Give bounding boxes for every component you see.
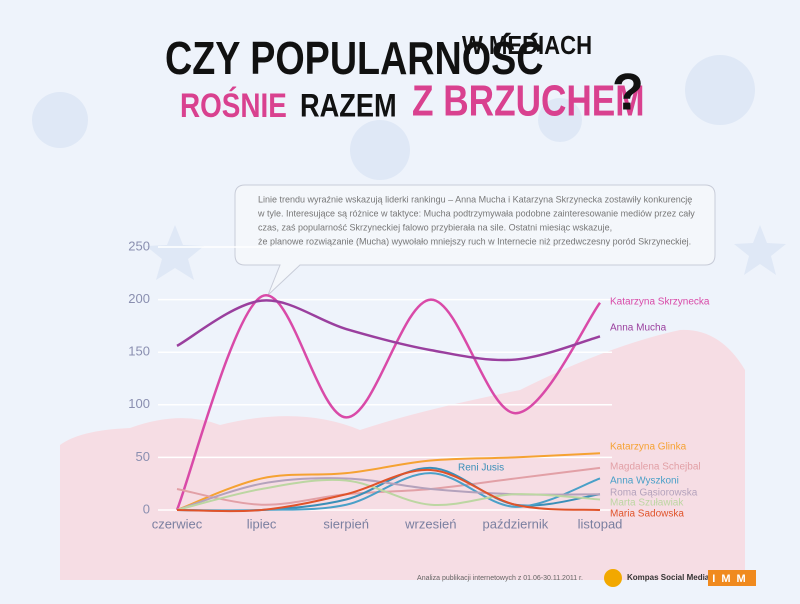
note-line: Linie trendu wyraźnie wskazują liderki r… <box>258 194 692 204</box>
x-tick-label: październik <box>483 516 549 531</box>
legend-label: Roma Gąsiorowska <box>610 488 698 499</box>
x-tick-label: wrzesień <box>404 516 456 531</box>
title-text: ? <box>612 64 644 122</box>
decor <box>32 55 786 280</box>
note-line: że planowe rozwiązanie (Mucha) wywołało … <box>258 236 691 246</box>
logo-box <box>708 570 756 586</box>
series-line <box>176 466 601 506</box>
legend-label: Anna Wyszkoni <box>610 476 679 487</box>
x-tick-label: lipiec <box>247 516 277 531</box>
title-text: Z BRZUCHEM <box>412 77 645 126</box>
note-line: w tyle. Interesujące są różnice w taktyc… <box>257 208 695 218</box>
series-line <box>175 294 601 511</box>
y-tick-label: 250 <box>128 238 150 253</box>
source: Analiza publikacji internetowych z 01.06… <box>417 575 583 582</box>
x-tick-label: sierpień <box>323 516 369 531</box>
series-line <box>176 299 601 362</box>
x-tick-label: listopad <box>578 516 623 531</box>
legend-label: Reni Jusis <box>458 463 504 474</box>
title-text: RAZEM <box>300 88 397 124</box>
y-tick-label: 150 <box>128 344 150 359</box>
y-tick-label: 0 <box>143 501 150 516</box>
legend-label: Anna Mucha <box>610 323 667 334</box>
callout <box>234 184 716 296</box>
legend-label: Marta Szuławiak <box>610 498 684 509</box>
series-line <box>176 478 601 511</box>
title-text: W MEDIACH <box>462 31 592 60</box>
title-text: ROŚNIE <box>180 85 287 124</box>
y-tick-label: 100 <box>128 396 150 411</box>
brand-icon <box>604 569 622 587</box>
logo: IMM <box>712 573 751 585</box>
legend-label: Katarzyna Glinka <box>610 442 687 453</box>
series-line <box>176 469 601 513</box>
x-tick-label: czerwiec <box>152 516 203 531</box>
legend-label: Maria Sadowska <box>610 509 684 520</box>
title-text: CZY POPULARNOŚĆ <box>165 31 543 83</box>
y-tick-label: 50 <box>136 449 150 464</box>
legend-label: Magdalena Schejbal <box>610 462 701 473</box>
series-line <box>176 452 601 511</box>
title: CZY POPULARNOŚĆ W MEDIACH ROŚNIE RAZEM Z… <box>165 31 645 125</box>
brand: Kompas Social Media <box>627 573 710 582</box>
legend-label: Katarzyna Skrzynecka <box>610 297 710 308</box>
note-line: czas, zaś popularność Skrzyneckiej falow… <box>258 222 612 232</box>
background-mound <box>60 329 745 580</box>
y-tick-label: 200 <box>128 291 150 306</box>
